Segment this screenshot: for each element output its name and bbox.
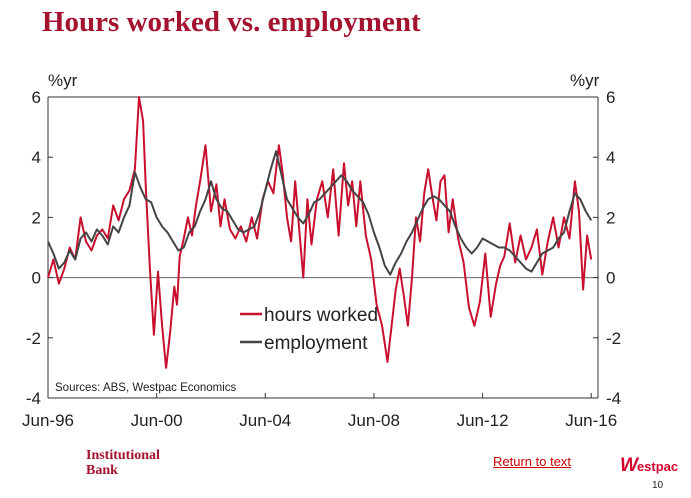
y-tick-label-right: 2	[606, 208, 615, 227]
institutional-bank-logo: Institutional Bank	[86, 448, 160, 478]
y-tick-label-left: 2	[32, 208, 41, 227]
y-tick-label-right: -2	[606, 329, 621, 348]
legend-label-hours-worked: hours worked	[264, 305, 378, 326]
y-tick-label-left: -4	[26, 389, 41, 408]
brand-line-1: Institutional	[86, 448, 160, 463]
x-tick-labels: Jun-96 Jun-00 Jun-04 Jun-08 Jun-12 Jun-16	[22, 393, 617, 430]
return-to-text-link[interactable]: Return to text	[493, 454, 572, 469]
westpac-w-icon: W	[620, 455, 638, 476]
series-line-employment	[47, 150, 593, 276]
y-tick-label-right: -4	[606, 389, 621, 408]
series-line-hours-worked	[47, 96, 593, 369]
brand-line-2: Bank	[86, 463, 118, 478]
x-tick-label: Jun-12	[457, 411, 509, 430]
slide-title: Hours worked vs. employment	[42, 6, 421, 38]
westpac-logo: W estpac	[620, 455, 679, 476]
y-tick-label-left: 6	[32, 88, 41, 107]
page-number: 10	[652, 480, 664, 491]
y-tick-label-left: -2	[26, 329, 41, 348]
legend-label-employment: employment	[264, 333, 368, 354]
westpac-logo-text: estpac	[636, 458, 679, 474]
y-unit-left: %yr	[48, 71, 78, 90]
series-layer	[47, 96, 593, 369]
y-tick-label-right: 4	[606, 148, 615, 167]
y-tick-label-right: 6	[606, 88, 615, 107]
x-tick-label: Jun-08	[348, 411, 400, 430]
plot-frame	[47, 96, 599, 399]
y-tick-label-left: 0	[32, 269, 41, 288]
x-tick-label: Jun-04	[239, 411, 291, 430]
x-tick-label: Jun-00	[131, 411, 183, 430]
x-tick-label: Jun-96	[22, 411, 74, 430]
y-tick-label-left: 4	[32, 148, 41, 167]
y-unit-right: %yr	[570, 71, 600, 90]
x-tick-label: Jun-16	[565, 411, 617, 430]
y-tick-labels: -4 -4 -2 -2 0 0 2 2 4 4 6 6	[26, 88, 621, 408]
source-note: Sources: ABS, Westpac Economics	[55, 382, 237, 394]
y-tick-label-right: 0	[606, 269, 615, 288]
legend: hours worked employment	[240, 305, 378, 354]
line-chart: %yr %yr -4 -4-2 -20 02 24 46 6 Jun-96 Jun-00 Jun…	[22, 71, 621, 430]
